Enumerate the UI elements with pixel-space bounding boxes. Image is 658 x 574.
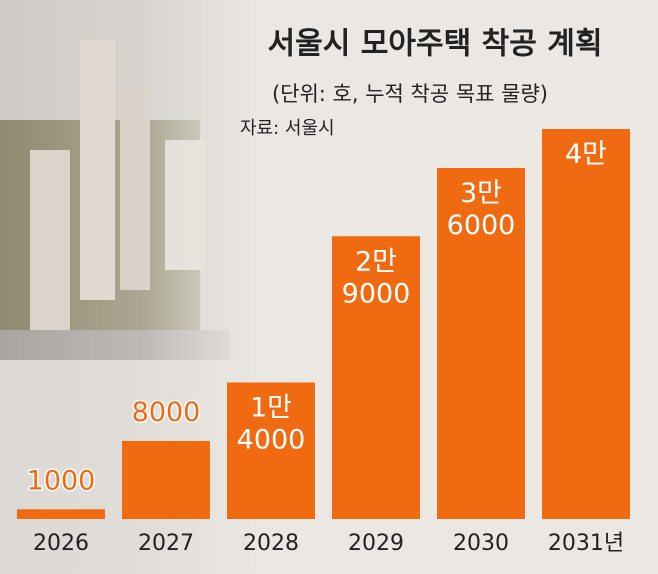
x-tick-label: 2026	[33, 531, 89, 556]
source: 자료: 서울시	[240, 118, 335, 139]
value-label-line: 9000	[342, 278, 411, 309]
value-label-line: 1만	[250, 392, 292, 423]
value-label: 4만	[565, 139, 607, 170]
value-label-line: 4000	[237, 424, 306, 455]
x-tick-label: 2028	[243, 531, 299, 556]
value-label: 1000	[27, 465, 96, 496]
x-tick-label: 2030	[453, 531, 509, 556]
value-label: 1만 4000	[237, 392, 306, 455]
value-label-line: 4만	[565, 139, 607, 170]
value-label-line: 1000	[27, 465, 96, 496]
value-label-line: 6000	[447, 210, 516, 241]
value-label: 2만 9000	[342, 246, 411, 309]
value-label-line: 8000	[132, 397, 201, 428]
value-label: 3만 6000	[447, 178, 516, 241]
x-tick-label: 2031년	[548, 531, 624, 556]
bar	[437, 168, 525, 519]
value-label-line: 2만	[355, 246, 397, 277]
chart-subtitle: (단위: 호, 누적 착공 목표 물량)	[272, 82, 548, 106]
bar	[227, 382, 315, 519]
bar	[542, 129, 630, 519]
bar	[122, 441, 210, 519]
bar	[17, 509, 105, 519]
x-tick-label: 2029	[348, 531, 404, 556]
value-label-line: 3만	[460, 178, 502, 209]
bar	[332, 236, 420, 519]
x-tick-label: 2027	[138, 531, 194, 556]
value-label: 8000	[132, 397, 201, 428]
chart-title: 서울시 모아주택 착공 계획	[268, 27, 603, 62]
